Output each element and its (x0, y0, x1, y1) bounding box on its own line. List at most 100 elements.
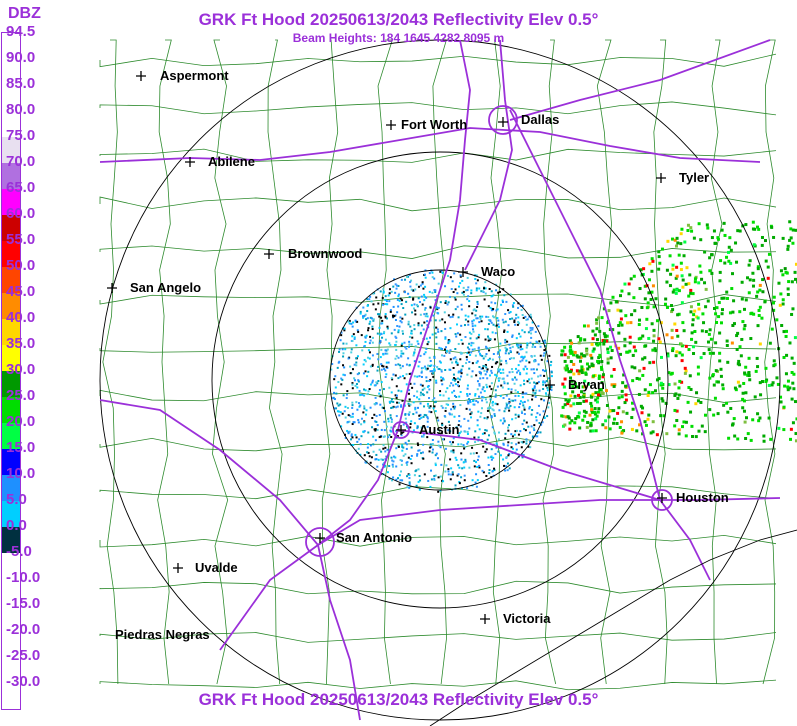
storm-echo (671, 349, 675, 353)
clutter-echo (372, 435, 375, 438)
clutter-echo (487, 335, 490, 338)
clutter-echo (451, 391, 454, 394)
radar-title: GRK Ft Hood 20250613/2043 Reflectivity E… (198, 10, 599, 29)
clutter-echo (454, 383, 457, 386)
storm-echo (657, 267, 661, 271)
clutter-echo (404, 417, 407, 420)
clutter-echo (403, 341, 406, 344)
storm-echo (605, 334, 609, 338)
storm-echo (618, 321, 622, 325)
storm-echo (653, 389, 657, 393)
clutter-echo (456, 474, 459, 477)
clutter-echo (439, 475, 442, 478)
storm-echo (766, 265, 770, 269)
clutter-echo (408, 345, 411, 348)
clutter-echo (397, 284, 400, 287)
clutter-echo (426, 436, 429, 439)
clutter-echo (437, 306, 440, 309)
storm-echo (585, 349, 589, 353)
clutter-echo (475, 485, 478, 488)
storm-echo (637, 392, 641, 396)
county-line (212, 39, 229, 685)
clutter-echo (514, 430, 517, 433)
clutter-echo (382, 463, 385, 466)
clutter-echo (540, 358, 543, 361)
clutter-echo (351, 415, 354, 418)
clutter-echo (351, 406, 354, 409)
clutter-echo (420, 371, 423, 374)
clutter-echo (347, 414, 350, 417)
clutter-echo (340, 377, 343, 380)
storm-echo (748, 278, 752, 282)
storm-echo (657, 377, 661, 381)
clutter-echo (481, 395, 484, 398)
clutter-echo (347, 357, 350, 360)
clutter-echo (351, 325, 354, 328)
storm-echo (706, 299, 710, 303)
storm-echo (744, 223, 748, 227)
clutter-echo (417, 342, 420, 345)
storm-echo (597, 374, 601, 378)
clutter-echo (538, 389, 541, 392)
clutter-echo (481, 388, 484, 391)
storm-echo (594, 398, 598, 402)
clutter-echo (457, 285, 460, 288)
clutter-echo (460, 375, 463, 378)
storm-echo (760, 243, 764, 247)
clutter-echo (435, 379, 438, 382)
clutter-echo (390, 456, 393, 459)
clutter-echo (531, 345, 534, 348)
storm-echo (712, 413, 716, 417)
clutter-echo (380, 348, 383, 351)
storm-echo (629, 277, 633, 281)
storm-echo (699, 356, 703, 360)
clutter-echo (351, 340, 354, 343)
storm-echo (674, 276, 678, 280)
clutter-echo (513, 406, 516, 409)
clutter-echo (530, 377, 533, 380)
storm-echo (563, 392, 567, 396)
county-line (99, 245, 777, 259)
storm-echo (789, 227, 793, 231)
storm-echo (720, 296, 724, 300)
clutter-echo (478, 384, 481, 387)
clutter-echo (494, 393, 497, 396)
storm-echo (568, 421, 572, 425)
clutter-echo (485, 442, 488, 445)
storm-echo (703, 281, 707, 285)
storm-echo (751, 418, 755, 422)
clutter-echo (394, 319, 397, 322)
storm-echo (591, 349, 595, 353)
storm-echo (619, 309, 623, 313)
clutter-echo (487, 305, 490, 308)
clutter-echo (494, 362, 497, 365)
storm-echo (652, 334, 656, 338)
storm-echo (788, 341, 792, 345)
clutter-echo (431, 438, 434, 441)
storm-echo (600, 316, 604, 320)
storm-echo (764, 259, 768, 263)
city-abilene: Abilene (185, 154, 255, 169)
clutter-echo (419, 413, 422, 416)
storm-echo (772, 359, 776, 363)
clutter-echo (440, 432, 443, 435)
storm-echo (587, 365, 591, 369)
clutter-echo (475, 452, 478, 455)
clutter-echo (519, 371, 522, 374)
clutter-echo (488, 374, 491, 377)
clutter-echo (403, 404, 406, 407)
clutter-echo (428, 431, 431, 434)
clutter-echo (491, 315, 494, 318)
clutter-echo (396, 298, 399, 301)
clutter-echo (545, 393, 548, 396)
storm-echo (584, 371, 588, 375)
clutter-echo (468, 393, 471, 396)
clutter-echo (539, 354, 542, 357)
city-waco: Waco (458, 264, 515, 279)
clutter-echo (475, 317, 478, 320)
storm-echo (790, 312, 794, 316)
storm-echo (782, 405, 786, 409)
clutter-echo (391, 398, 394, 401)
clutter-echo (510, 368, 513, 371)
clutter-echo (420, 426, 423, 429)
